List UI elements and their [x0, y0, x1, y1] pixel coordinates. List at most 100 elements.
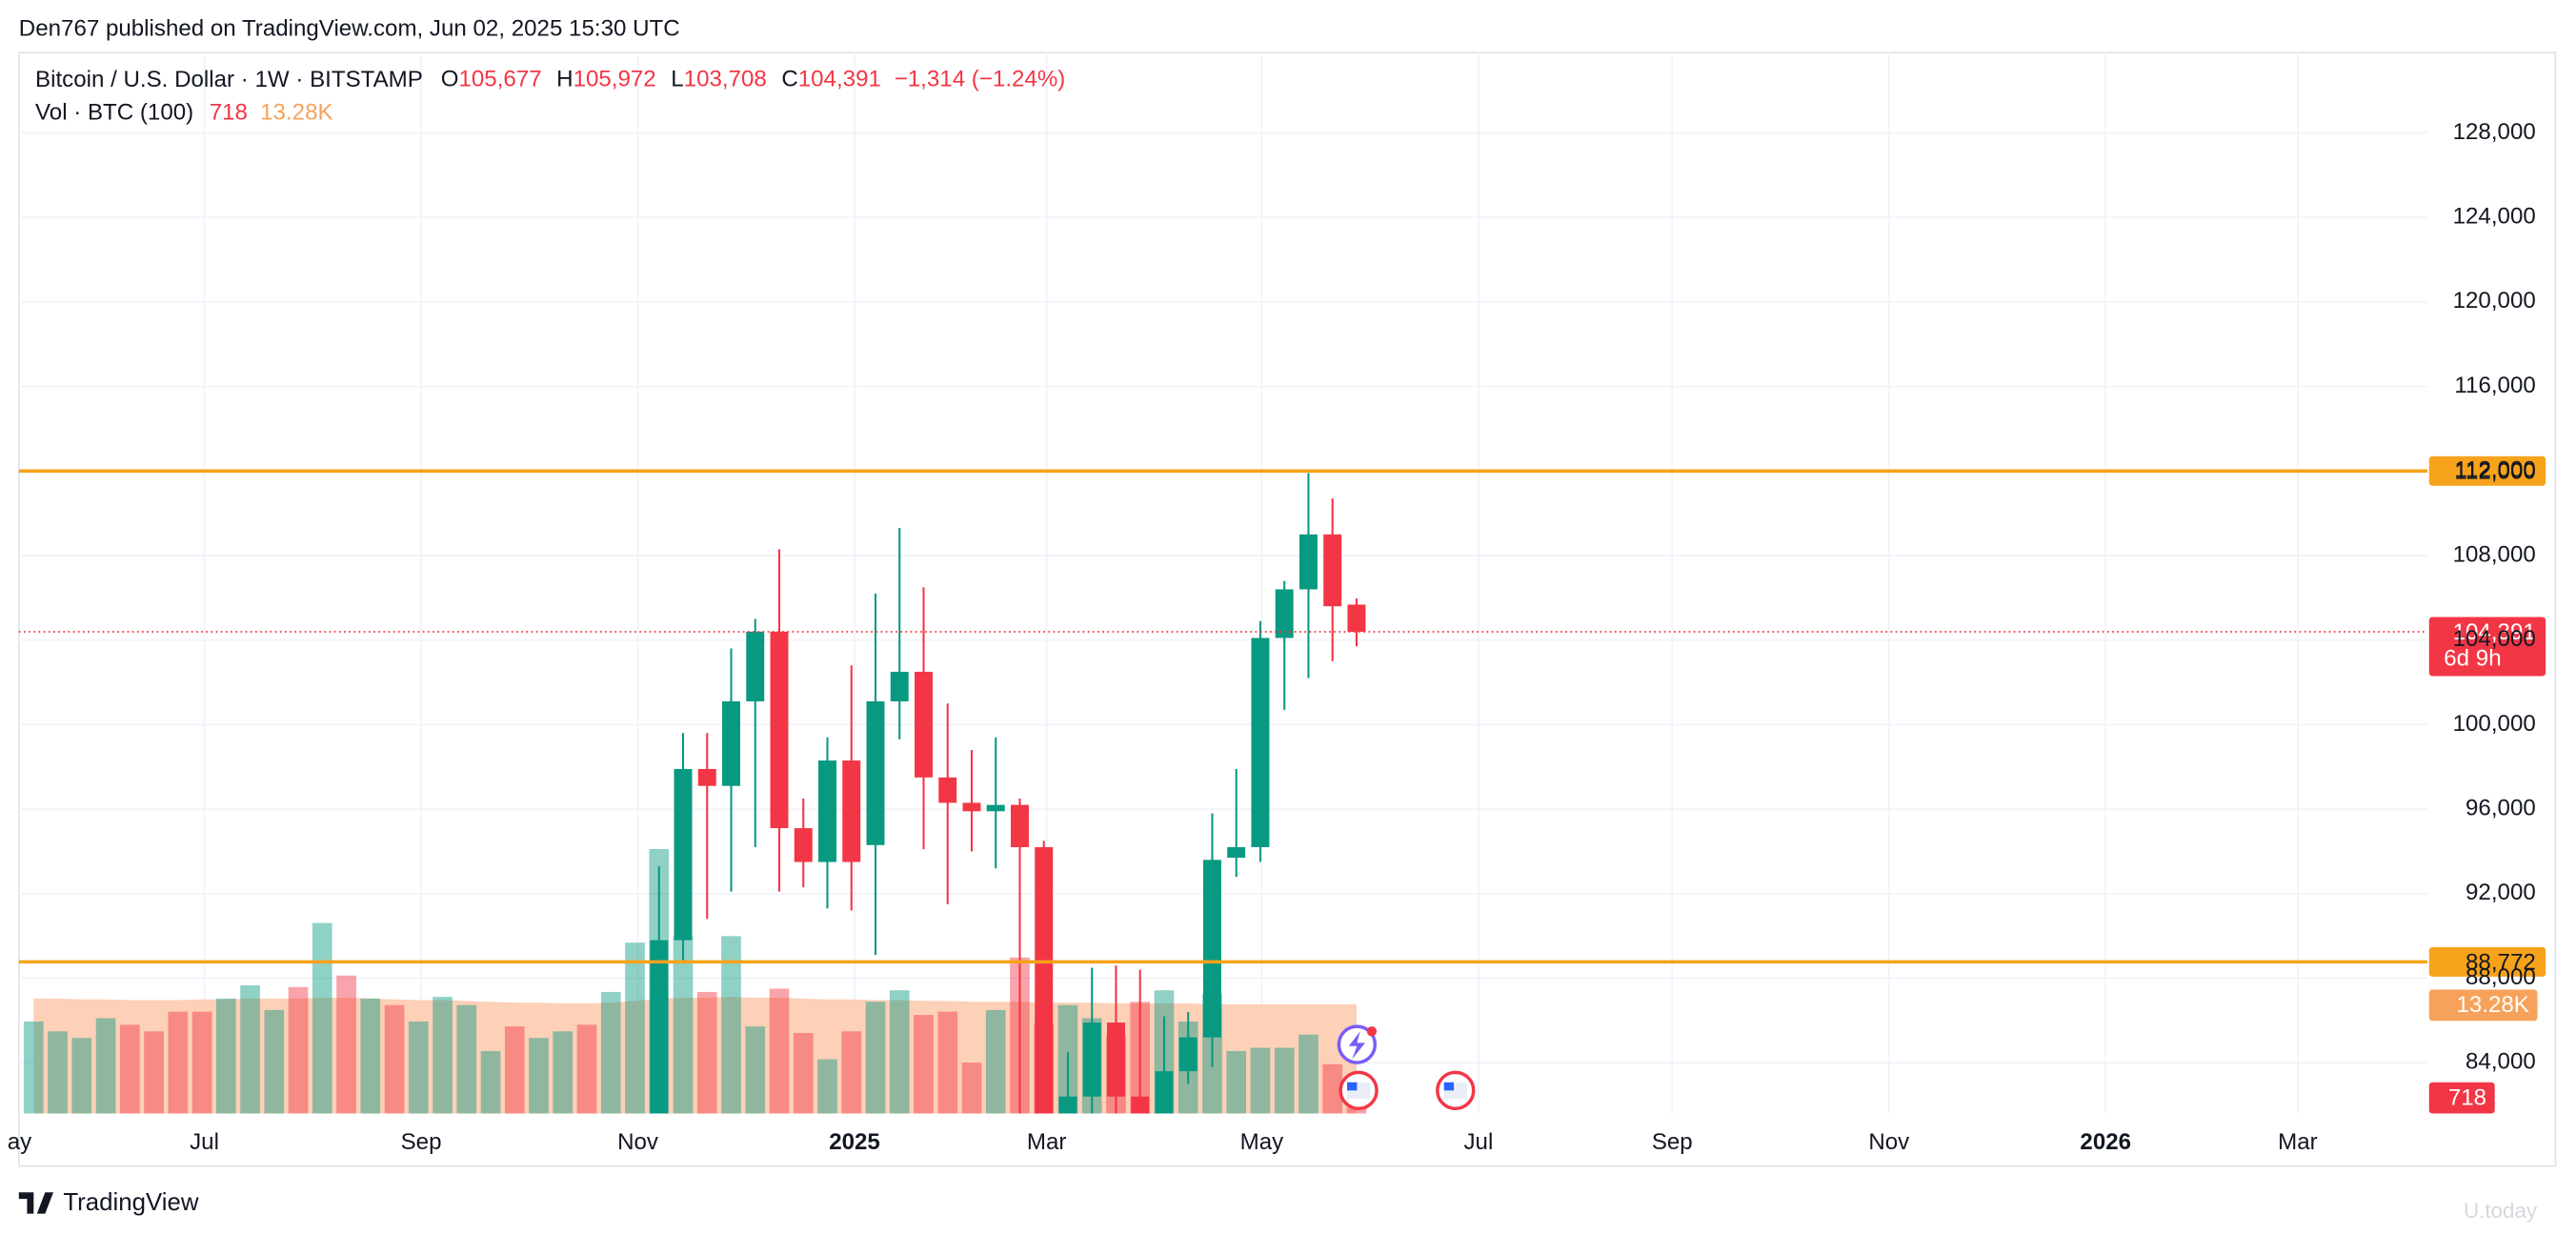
volume-bar	[312, 922, 332, 1114]
volume-bar	[408, 1021, 429, 1114]
candle-body	[1202, 860, 1221, 1038]
ohlc-value: 105,972	[574, 67, 656, 92]
volume-bar	[889, 990, 910, 1114]
candle-body	[1155, 1071, 1174, 1114]
candle-body	[674, 768, 693, 941]
x-tick-label: 2025	[829, 1129, 880, 1155]
x-tick-label: May	[1240, 1129, 1284, 1155]
x-tick-label: Mar	[1027, 1129, 1067, 1155]
candle-body	[1323, 534, 1342, 607]
candle-body	[697, 768, 716, 786]
y-tick-label: 120,000	[2453, 288, 2536, 314]
candle-body	[1131, 1096, 1150, 1114]
volume-bar	[1322, 1063, 1343, 1114]
last-price-label: 104,391	[2453, 619, 2536, 645]
symbol: Bitcoin / U.S. Dollar · 1W · BITSTAMP	[35, 67, 423, 92]
volume-bar	[95, 1018, 116, 1114]
volume-tag	[2428, 1082, 2495, 1114]
volume-bar	[553, 1031, 574, 1114]
y-tick-label: 96,000	[2465, 795, 2536, 820]
volume-tag	[2428, 989, 2538, 1022]
candle-body	[1251, 638, 1270, 848]
flag-canton	[1347, 1082, 1358, 1091]
y-tick-label: 116,000	[2454, 373, 2535, 398]
level-label: 112,000	[2454, 458, 2535, 484]
candle-body	[915, 671, 933, 778]
candle-body	[1082, 1022, 1101, 1097]
volume-bar	[119, 1024, 140, 1114]
ohlc-key: L	[671, 67, 683, 92]
x-tick-label: Jul	[1464, 1129, 1494, 1155]
volume-bar	[1226, 1050, 1247, 1114]
x-tick-label: Sep	[401, 1129, 442, 1155]
candle-body	[722, 701, 740, 786]
volume-bar	[769, 988, 790, 1114]
volume-bar	[600, 991, 621, 1114]
ohlc-key: C	[781, 67, 797, 92]
volume-bar	[1274, 1047, 1295, 1114]
chart-frame	[17, 51, 2557, 1167]
y-tick-label: 88,000	[2465, 964, 2536, 990]
watermark: U.today	[2464, 1199, 2538, 1223]
candle-body	[1178, 1037, 1197, 1072]
volume-bar	[576, 1024, 597, 1114]
volume-bar	[504, 1026, 525, 1114]
x-tick-label: Nov	[1868, 1129, 1909, 1155]
volume-bar	[721, 936, 741, 1114]
candle-body	[770, 631, 789, 829]
candle-body	[962, 802, 981, 812]
ohlc-value: 105,677	[458, 67, 541, 92]
volume-bar	[215, 998, 236, 1114]
y-tick-label: 112,000	[2454, 457, 2535, 483]
volume-bar	[240, 985, 260, 1114]
volume-bar	[23, 1021, 44, 1114]
x-tick-label: Mar	[2278, 1129, 2318, 1155]
ohlc-key: H	[556, 67, 573, 92]
ohlc-value: 104,391	[798, 67, 881, 92]
volume-bar	[433, 997, 453, 1114]
volume-bar	[625, 942, 645, 1114]
volume-bar	[841, 1031, 862, 1114]
brand: TradingView	[63, 1189, 199, 1216]
volume-bar	[817, 1059, 837, 1114]
candles	[650, 473, 1366, 1114]
y-tick-label: 84,000	[2465, 1049, 2536, 1075]
volume-bar	[1346, 1107, 1367, 1114]
legend: Bitcoin / U.S. Dollar · 1W · BITSTAMP O1…	[35, 67, 1065, 125]
level-tag	[2428, 946, 2546, 977]
candle-body	[1035, 847, 1054, 1114]
x-tick-label: Jul	[190, 1129, 219, 1155]
volume-bar	[360, 998, 381, 1114]
candle-body	[818, 760, 836, 862]
volume-value: 718	[210, 99, 248, 125]
y-tick-label: 108,000	[2453, 541, 2536, 567]
volume-tag-label: 13.28K	[2456, 992, 2528, 1018]
volume-title: Vol · BTC (100)	[35, 99, 193, 125]
volume-bar	[985, 1009, 1006, 1114]
volume-bar	[793, 1033, 814, 1114]
volume-bar	[480, 1050, 501, 1114]
candle-body	[1227, 847, 1246, 859]
countdown: 6d 9h	[2444, 646, 2501, 672]
x-tick-label: ay	[8, 1129, 31, 1155]
x-tick-label: 2026	[2080, 1129, 2131, 1155]
volume-bar	[144, 1031, 164, 1114]
candle-body	[794, 828, 813, 862]
x-tick-label: Nov	[617, 1129, 658, 1155]
volume-bar	[673, 936, 694, 1114]
change: −1,314 (−1.24%)	[895, 67, 1066, 92]
grid	[18, 52, 2428, 1114]
volume-bar	[696, 991, 717, 1114]
candle-body	[1011, 804, 1029, 848]
volume-bar	[529, 1038, 549, 1114]
volume-bar	[745, 1026, 766, 1114]
volume-bar	[264, 1009, 285, 1114]
flag-canton	[1443, 1082, 1455, 1091]
level-tag	[2428, 456, 2546, 486]
y-tick-label: 100,000	[2453, 711, 2536, 737]
candle-body	[1058, 1096, 1077, 1114]
volume-ma-value: 13.28K	[260, 99, 332, 125]
candle-body	[890, 671, 909, 702]
